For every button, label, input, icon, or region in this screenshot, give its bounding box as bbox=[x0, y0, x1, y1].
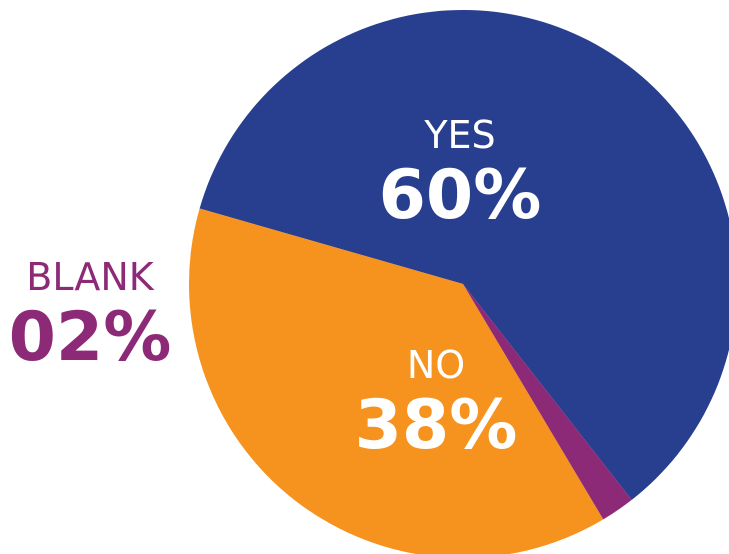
no-category-label: NO bbox=[406, 343, 466, 387]
yes-percent-label: 60% bbox=[378, 156, 542, 235]
blank-category-label: BLANK bbox=[26, 255, 154, 299]
no-percent-label: 38% bbox=[354, 386, 518, 465]
yes-slice bbox=[199, 10, 729, 500]
no-slice-label: NO 38% bbox=[336, 346, 536, 460]
no-slice bbox=[189, 208, 604, 554]
blank-slice-label: BLANK 02% bbox=[0, 258, 180, 372]
yes-slice-label: YES 60% bbox=[360, 116, 560, 230]
blank-slice bbox=[463, 284, 632, 520]
yes-category-label: YES bbox=[424, 113, 496, 157]
blank-percent-label: 02% bbox=[8, 298, 172, 377]
